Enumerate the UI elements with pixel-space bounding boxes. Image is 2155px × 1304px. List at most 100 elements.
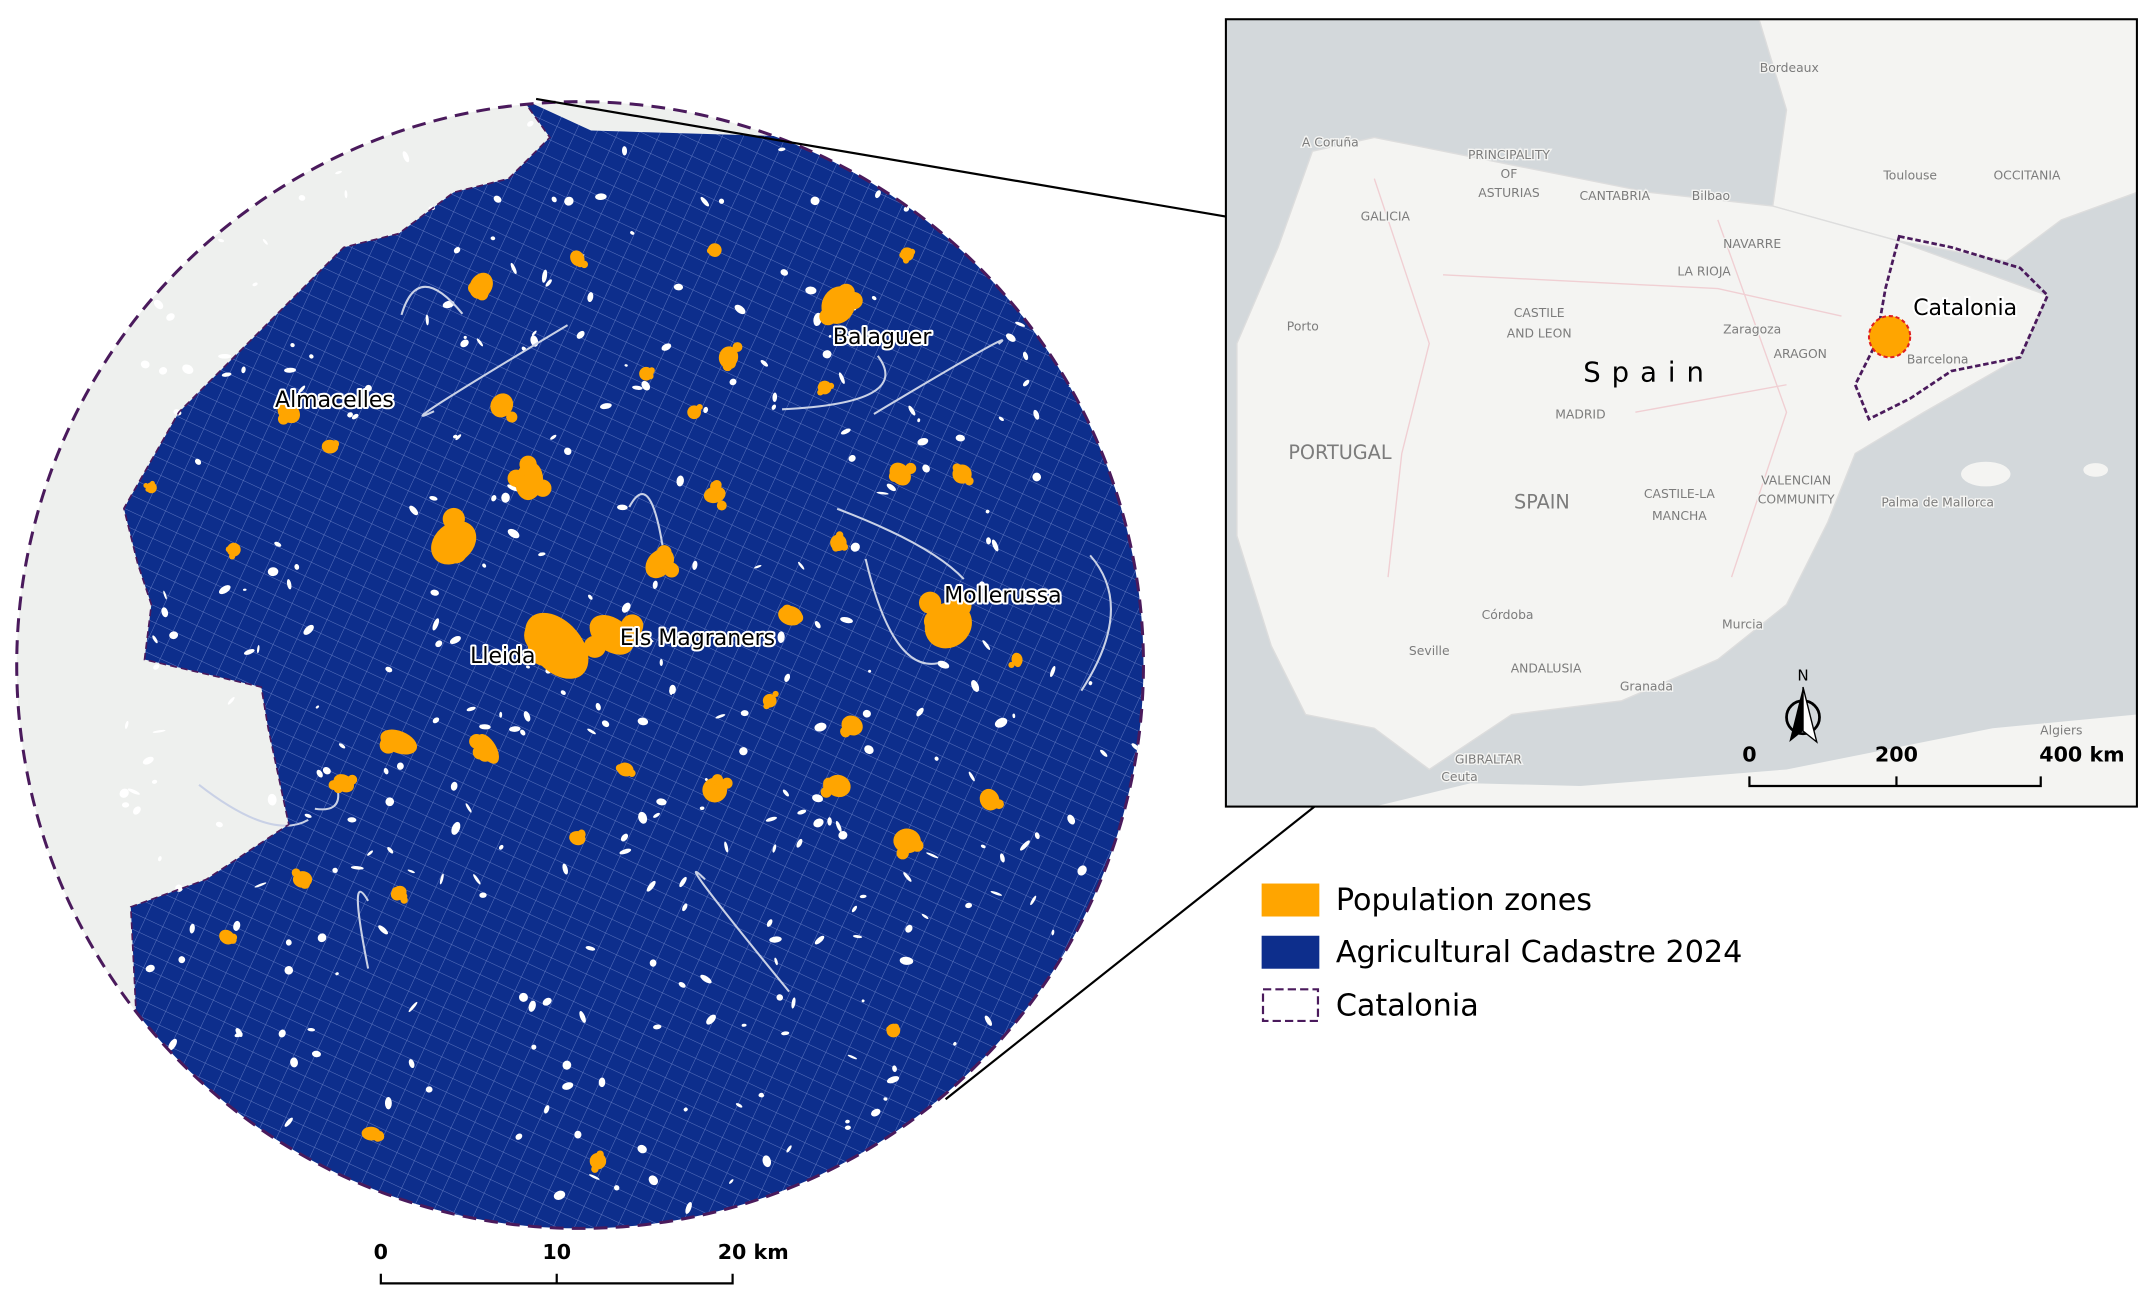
open-area [465, 803, 472, 813]
open-area [1129, 1103, 1140, 1114]
open-area [595, 702, 601, 711]
open-area [838, 831, 848, 840]
open-area [851, 905, 858, 913]
open-area [729, 1179, 734, 1184]
road [628, 493, 664, 546]
settlement [143, 483, 149, 488]
settlement [324, 445, 333, 453]
open-area [715, 714, 726, 719]
settlement [845, 723, 856, 734]
inset-label: Bilbao [1692, 189, 1730, 203]
open-area [841, 335, 853, 344]
open-area [322, 767, 331, 775]
open-area [998, 202, 1005, 209]
open-area [290, 1057, 298, 1068]
open-area [598, 1077, 606, 1088]
open-area [771, 404, 777, 410]
open-area [466, 706, 476, 712]
road [782, 355, 887, 411]
settlement [835, 531, 844, 539]
open-area [335, 972, 339, 976]
open-area [620, 833, 629, 842]
place-label: Els Magraners [620, 626, 775, 651]
open-area [850, 542, 860, 552]
settlement [691, 409, 699, 416]
open-area [845, 1119, 850, 1124]
open-area [1050, 665, 1056, 678]
open-area [123, 1194, 136, 1203]
settlement [696, 404, 703, 411]
open-area [520, 729, 526, 736]
open-area [986, 537, 991, 545]
region-label: Catalonia [1913, 296, 2017, 321]
open-area [587, 594, 593, 600]
open-area [703, 406, 709, 414]
open-area [531, 330, 537, 336]
open-area [235, 1027, 243, 1038]
open-area [278, 1029, 286, 1038]
scale-bar [1748, 776, 2042, 788]
inset-label: CASTILE-LA [1644, 487, 1715, 501]
settlement [647, 373, 654, 380]
open-area [1020, 1054, 1024, 1065]
open-area [491, 495, 497, 502]
settlement [888, 470, 901, 482]
open-area [1113, 1184, 1117, 1188]
open-area [479, 724, 491, 730]
legend-label: Population zones [1336, 883, 1592, 918]
open-area [136, 177, 144, 185]
settlement [596, 1150, 604, 1158]
inset-label: COMMUNITY [1758, 493, 1835, 507]
open-area [387, 847, 394, 854]
open-area [1067, 814, 1076, 825]
scale-bar [379, 1273, 734, 1285]
open-area [784, 673, 791, 683]
settlement [911, 839, 924, 852]
open-area [718, 198, 725, 204]
open-area [861, 999, 865, 1003]
open-area [553, 1190, 566, 1200]
open-area [844, 1125, 851, 1130]
settlement [605, 628, 628, 651]
open-area [1057, 1170, 1066, 1179]
open-area [977, 165, 984, 173]
open-area [385, 797, 395, 807]
open-area [772, 392, 778, 403]
open-area [765, 816, 777, 822]
open-area [613, 1185, 620, 1191]
open-area [864, 745, 874, 755]
open-area [862, 709, 871, 718]
open-area [781, 1031, 790, 1036]
inset-label: Algiers [2040, 724, 2082, 738]
open-area [140, 360, 150, 369]
open-area [922, 192, 932, 197]
settlement [845, 292, 863, 310]
settlement [300, 880, 309, 889]
north-label: N [1797, 667, 1808, 685]
open-area [875, 190, 881, 199]
open-area [542, 997, 552, 1006]
open-area [338, 743, 346, 749]
settlement [577, 829, 586, 837]
inset-label: GIBRALTAR [1455, 752, 1522, 766]
legend-swatch [1261, 988, 1320, 1023]
open-area [1100, 749, 1108, 757]
settlement [664, 562, 680, 578]
open-area [798, 561, 805, 570]
open-area [439, 873, 444, 885]
open-area [221, 152, 228, 157]
open-area [840, 428, 851, 435]
open-area [754, 564, 762, 569]
settlement [994, 799, 1004, 810]
open-area [857, 1209, 866, 1222]
open-area [985, 509, 990, 514]
open-area [637, 1144, 647, 1154]
open-area [545, 279, 552, 287]
open-area [425, 314, 429, 326]
settlement [490, 398, 502, 411]
open-area [922, 464, 930, 473]
open-area [153, 200, 157, 205]
open-area [315, 705, 320, 709]
settlement [621, 614, 644, 637]
scale-label: 10 [542, 1240, 571, 1264]
